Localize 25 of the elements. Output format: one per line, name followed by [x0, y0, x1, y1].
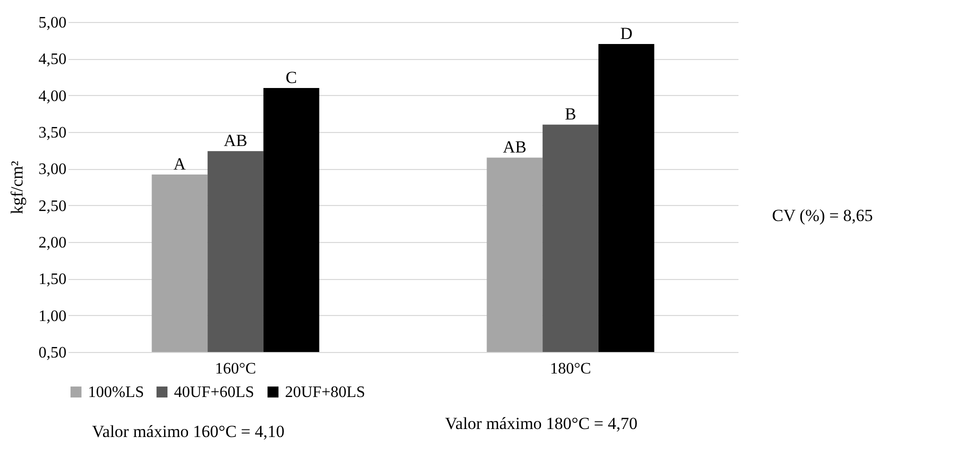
- y-tick-label: 1,50: [38, 271, 66, 288]
- text: Valor máximo 160°C = 4,10: [92, 422, 285, 442]
- data-label: A: [174, 154, 187, 174]
- y-tick-label: 1,00: [38, 308, 66, 325]
- data-label: AB: [502, 138, 526, 157]
- data-label: C: [286, 68, 298, 87]
- data-label: AB: [224, 131, 248, 150]
- x-tick-label: 160°C: [214, 360, 256, 378]
- text: CV (%) = 8,65: [772, 206, 873, 226]
- y-tick-label: 2,00: [38, 234, 66, 252]
- y-tick-label: 2,50: [38, 198, 66, 215]
- y-tick-label: 5,00: [38, 14, 66, 32]
- y-axis-title: kgf/cm²: [8, 160, 26, 214]
- legend-label: 100%LS: [88, 384, 144, 401]
- legend-label: 20UF+80LS: [285, 384, 366, 401]
- y-tick-label: 4,00: [38, 88, 66, 105]
- x-tick-label: 180°C: [550, 360, 592, 378]
- y-tick-label: 4,50: [38, 51, 66, 68]
- text: Valor máximo 180°C = 4,70: [445, 414, 638, 434]
- y-tick-label: 0,50: [38, 344, 66, 362]
- data-label: D: [620, 24, 632, 43]
- y-tick-label: 3,00: [38, 161, 66, 178]
- legend-label: 40UF+60LS: [174, 384, 254, 401]
- y-tick-label: 3,50: [38, 124, 66, 142]
- data-label: B: [564, 104, 576, 124]
